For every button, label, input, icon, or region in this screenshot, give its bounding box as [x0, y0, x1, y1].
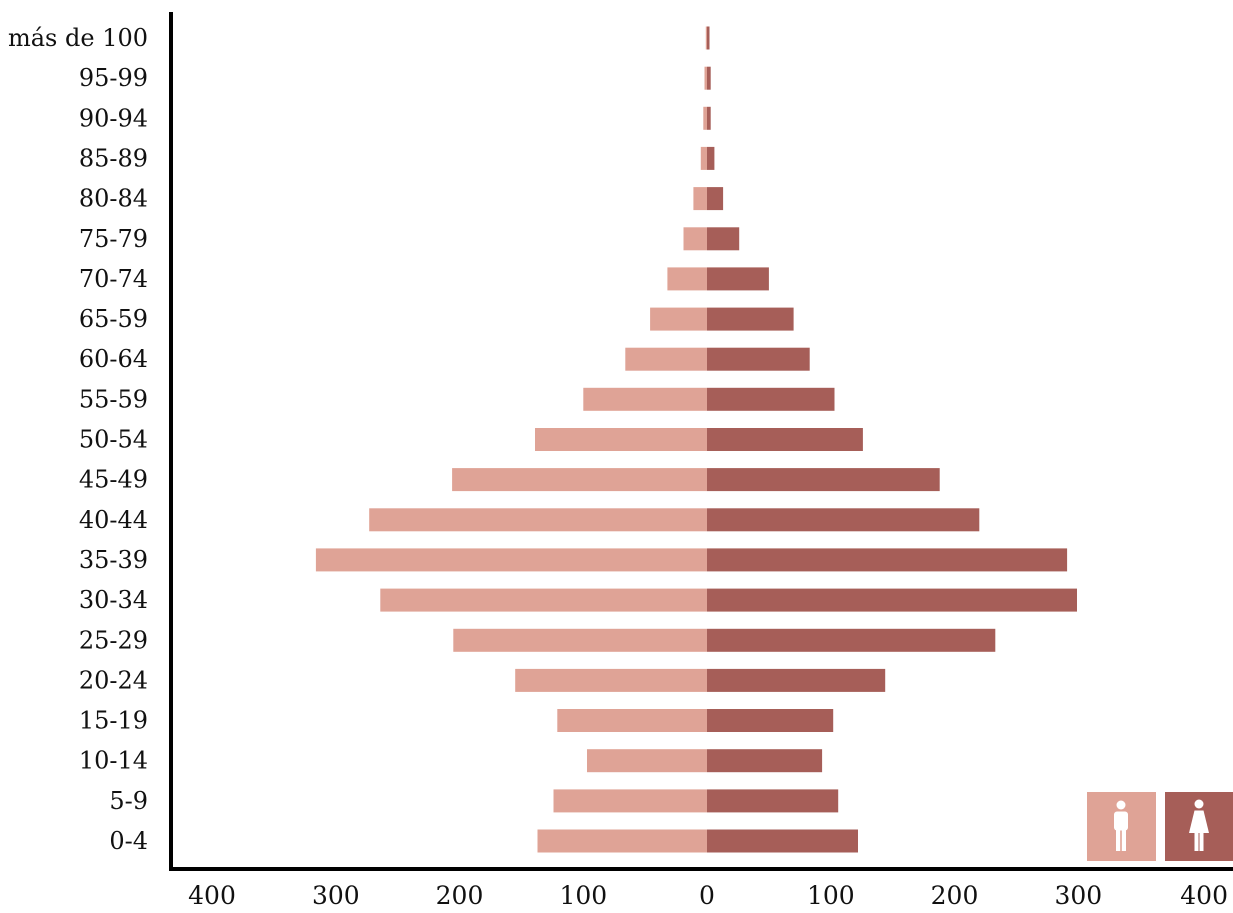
category-label: más de 100 [8, 24, 148, 52]
x-tick-label: 200 [436, 881, 484, 910]
legend [1087, 792, 1233, 861]
bar-male-row-12 [369, 508, 707, 532]
male-icon [1114, 800, 1128, 851]
bar-male-row-20 [537, 829, 707, 853]
bar-female-row-0 [707, 26, 710, 50]
category-label: 65-59 [79, 305, 148, 333]
category-labels: más de 100 95-99 90-94 85-89 80-84 75-79 70-74… [8, 24, 148, 855]
bar-male-row-3 [700, 146, 707, 170]
bar-male-row-4 [693, 187, 707, 211]
bar-male-row-13 [315, 548, 707, 572]
bar-female-row-5 [707, 227, 740, 251]
category-label: 15-19 [79, 707, 148, 735]
category-label: 25-29 [79, 626, 148, 654]
category-label: 45-49 [79, 466, 148, 494]
x-tick-label: 100 [559, 881, 607, 910]
bar-female-row-1 [707, 66, 711, 90]
legend-item-male [1087, 792, 1156, 861]
bar-female-row-6 [707, 267, 769, 291]
bar-female-row-15 [707, 628, 996, 652]
category-label: 35-39 [79, 546, 148, 574]
category-label: 20-24 [79, 666, 148, 694]
bars-group [315, 26, 1077, 853]
bar-female-row-19 [707, 789, 839, 813]
bar-female-row-20 [707, 829, 858, 853]
x-tick-label: 400 [188, 881, 236, 910]
bar-male-row-15 [453, 628, 707, 652]
x-tick-label: 200 [931, 881, 979, 910]
bar-female-row-7 [707, 307, 794, 331]
x-tick-label: 400 [1180, 881, 1228, 910]
category-label: 70-74 [79, 265, 148, 293]
bar-female-row-13 [707, 548, 1068, 572]
bar-male-row-11 [452, 468, 707, 492]
bar-male-row-2 [703, 106, 707, 130]
bar-female-row-18 [707, 749, 823, 773]
category-label: 50-54 [79, 426, 148, 454]
bar-male-row-18 [587, 749, 707, 773]
bar-male-row-16 [515, 668, 707, 692]
bar-male-row-19 [553, 789, 707, 813]
category-label: 55-59 [79, 385, 148, 413]
bar-male-row-0 [705, 26, 707, 50]
category-label: 90-94 [79, 104, 148, 132]
bar-female-row-3 [707, 146, 715, 170]
x-tick-label: 0 [699, 881, 715, 910]
bar-male-row-5 [683, 227, 707, 251]
category-label: 75-79 [79, 225, 148, 253]
bar-male-row-17 [557, 709, 707, 732]
category-label: 85-89 [79, 144, 148, 172]
bar-female-row-4 [707, 187, 724, 211]
bar-female-row-14 [707, 588, 1077, 612]
bar-male-row-6 [667, 267, 707, 291]
category-label: 60-64 [79, 345, 148, 373]
bar-female-row-16 [707, 668, 886, 692]
bar-male-row-1 [704, 66, 707, 90]
bar-female-row-9 [707, 387, 835, 411]
x-tick-label: 300 [312, 881, 360, 910]
female-icon [1189, 799, 1209, 851]
bar-male-row-8 [625, 347, 707, 371]
bar-male-row-10 [535, 428, 707, 451]
category-label: 80-84 [79, 185, 148, 213]
bar-male-row-7 [650, 307, 707, 331]
bar-female-row-10 [707, 428, 863, 451]
x-tick-label: 100 [807, 881, 855, 910]
bar-male-row-9 [583, 387, 708, 411]
bar-male-row-14 [380, 588, 707, 612]
bar-female-row-8 [707, 347, 810, 371]
category-label: 30-34 [79, 586, 148, 614]
bar-female-row-2 [707, 106, 711, 130]
bar-female-row-17 [707, 709, 834, 732]
category-label: 95-99 [79, 64, 148, 92]
x-tick-labels: 400 300 200 100 0 100 200 300 400 [188, 881, 1228, 910]
category-label: 0-4 [109, 827, 148, 855]
category-label: 5-9 [109, 787, 148, 815]
bar-female-row-11 [707, 468, 940, 492]
x-tick-label: 300 [1054, 881, 1102, 910]
legend-item-female [1165, 792, 1233, 861]
category-label: 40-44 [79, 506, 148, 534]
category-label: 10-14 [79, 747, 148, 775]
bar-female-row-12 [707, 508, 980, 532]
